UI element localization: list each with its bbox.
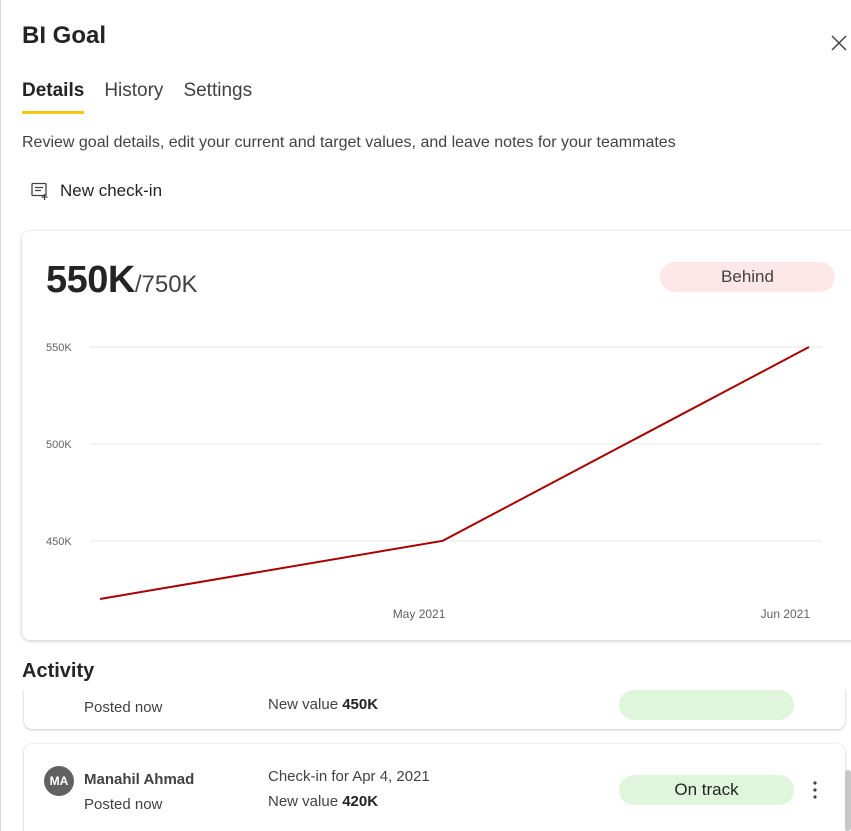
series-line: [99, 346, 810, 600]
y-tick-label: 500K: [46, 439, 72, 451]
activity-item: MA Manahil Ahmad Posted now Check-in for…: [24, 744, 845, 831]
new-value: New value 450K: [268, 696, 378, 713]
target-value: /750K: [134, 271, 198, 298]
tab-details[interactable]: Details: [22, 80, 85, 114]
new-checkin-button[interactable]: New check-in: [30, 181, 162, 201]
scrollbar-thumb[interactable]: [845, 770, 851, 831]
new-value-amount: 420K: [342, 793, 379, 810]
status-badge-behind: Behind: [660, 262, 835, 292]
author-name: Manahil Ahmad: [84, 771, 195, 788]
status-badge-on-track: On track: [619, 775, 794, 805]
status-badge-partial: [619, 690, 794, 720]
new-value-label: New value: [268, 793, 339, 810]
x-tick-label: Jun 2021: [761, 607, 811, 621]
activity-list: Posted now New value 450K MA Manahil Ahm…: [22, 690, 851, 831]
avatar: MA: [44, 766, 74, 796]
activity-title: Activity: [22, 660, 95, 682]
goal-card: 550K/750K Behind 450K 500K 550K May 2021 Ju…: [22, 231, 851, 640]
tab-list: Details History Settings: [22, 80, 252, 114]
panel-edge: [0, 0, 1, 831]
new-checkin-label: New check-in: [60, 181, 163, 200]
progress-chart: 450K 500K 550K May 2021 Jun 2021: [46, 342, 822, 621]
goal-description: Review goal details, edit your current a…: [22, 134, 676, 151]
posted-time: Posted now: [84, 796, 163, 813]
new-value: New value 420K: [268, 793, 378, 810]
tab-settings[interactable]: Settings: [183, 80, 253, 101]
current-value-display: 550K/750K: [46, 259, 198, 302]
new-value-amount: 450K: [342, 696, 379, 713]
activity-item: Posted now New value 450K: [24, 690, 845, 729]
x-tick-label: May 2021: [393, 607, 446, 621]
y-tick-label: 550K: [46, 342, 72, 354]
more-options-button[interactable]: [804, 775, 826, 805]
checkin-date: Check-in for Apr 4, 2021: [268, 768, 430, 785]
y-tick-label: 450K: [46, 536, 72, 548]
new-value-label: New value: [268, 696, 339, 713]
close-button[interactable]: [826, 30, 851, 56]
more-vertical-icon: [813, 781, 817, 799]
current-value: 550K: [46, 259, 135, 301]
note-add-icon: [31, 182, 48, 200]
tab-history[interactable]: History: [104, 80, 164, 101]
panel-title: BI Goal: [22, 22, 107, 49]
close-icon: [831, 35, 847, 51]
posted-time: Posted now: [84, 699, 163, 716]
